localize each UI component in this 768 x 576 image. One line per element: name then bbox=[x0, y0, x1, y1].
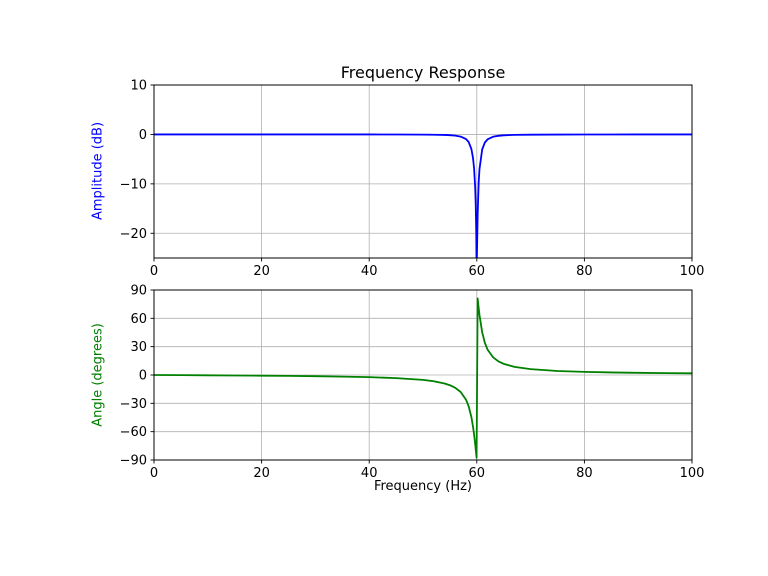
subplot-phase: 0 20 40 60 80 100 90 60 30 0 −30 −60 −90 bbox=[120, 284, 705, 482]
y-tick-label: −20 bbox=[120, 227, 147, 242]
series-line-amplitude bbox=[154, 133, 692, 258]
y-tick-label: −60 bbox=[120, 425, 147, 440]
x-tick-label: 0 bbox=[150, 466, 158, 481]
series-line-phase bbox=[154, 297, 692, 459]
x-tick-label: 100 bbox=[680, 466, 705, 481]
y-tick-label: 0 bbox=[139, 369, 147, 384]
axes-frame bbox=[153, 84, 693, 259]
y-axis-label-amplitude: Amplitude (dB) bbox=[90, 121, 106, 221]
x-tick-label: 20 bbox=[253, 466, 270, 481]
x-tick-label: 80 bbox=[576, 264, 593, 279]
y-tick-label: −10 bbox=[120, 177, 147, 192]
chart-title: Frequency Response bbox=[340, 63, 506, 82]
x-tick-label: 0 bbox=[150, 264, 158, 279]
y-axis-label-angle: Angle (degrees) bbox=[90, 323, 106, 427]
y-tick-label: 60 bbox=[130, 312, 147, 327]
x-tick-label: 80 bbox=[576, 466, 593, 481]
y-tick-label: 0 bbox=[139, 128, 147, 143]
x-tick-label: 40 bbox=[361, 264, 378, 279]
x-tick-label: 40 bbox=[361, 466, 378, 481]
y-tick-label: 90 bbox=[130, 284, 147, 299]
x-tick-label: 60 bbox=[469, 264, 486, 279]
y-tick-label: −30 bbox=[120, 397, 147, 412]
y-tick-label: 10 bbox=[130, 79, 147, 94]
y-tick-label: −90 bbox=[120, 454, 147, 469]
y-tick-label: 30 bbox=[130, 340, 147, 355]
x-tick-label: 20 bbox=[253, 264, 270, 279]
x-axis-label: Frequency (Hz) bbox=[373, 479, 473, 494]
x-tick-label: 60 bbox=[469, 466, 486, 481]
x-tick-label: 100 bbox=[680, 264, 705, 279]
